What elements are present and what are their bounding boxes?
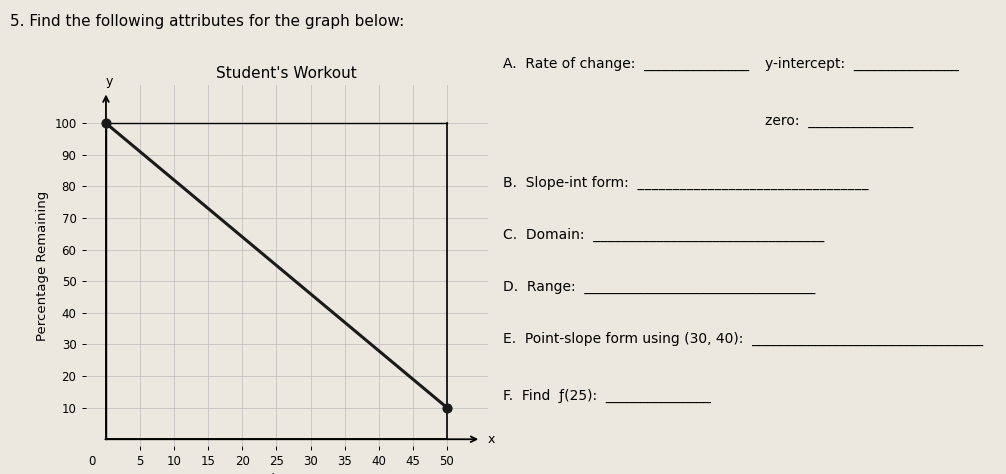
Text: C.  Domain:  _________________________________: C. Domain: _____________________________… [503,228,824,242]
Text: E.  Point-slope form using (30, 40):  _________________________________: E. Point-slope form using (30, 40): ____… [503,332,983,346]
Text: x: x [488,433,495,446]
Text: zero:  _______________: zero: _______________ [765,114,912,128]
Text: A.  Rate of change:  _______________: A. Rate of change: _______________ [503,57,749,71]
Text: y: y [106,75,113,89]
Text: D.  Range:  _________________________________: D. Range: ______________________________… [503,280,816,294]
Text: 0: 0 [89,455,96,468]
Point [98,119,114,127]
Title: Student's Workout: Student's Workout [216,66,357,82]
Text: 5. Find the following attributes for the graph below:: 5. Find the following attributes for the… [10,14,404,29]
Point [439,404,455,411]
Text: F.  Find  ƒ(25):  _______________: F. Find ƒ(25): _______________ [503,389,711,403]
Y-axis label: Percentage Remaining: Percentage Remaining [35,191,48,340]
X-axis label: Minutes: Minutes [261,473,313,474]
Text: y-intercept:  _______________: y-intercept: _______________ [765,57,959,71]
Text: B.  Slope-int form:  _________________________________: B. Slope-int form: _____________________… [503,175,868,190]
